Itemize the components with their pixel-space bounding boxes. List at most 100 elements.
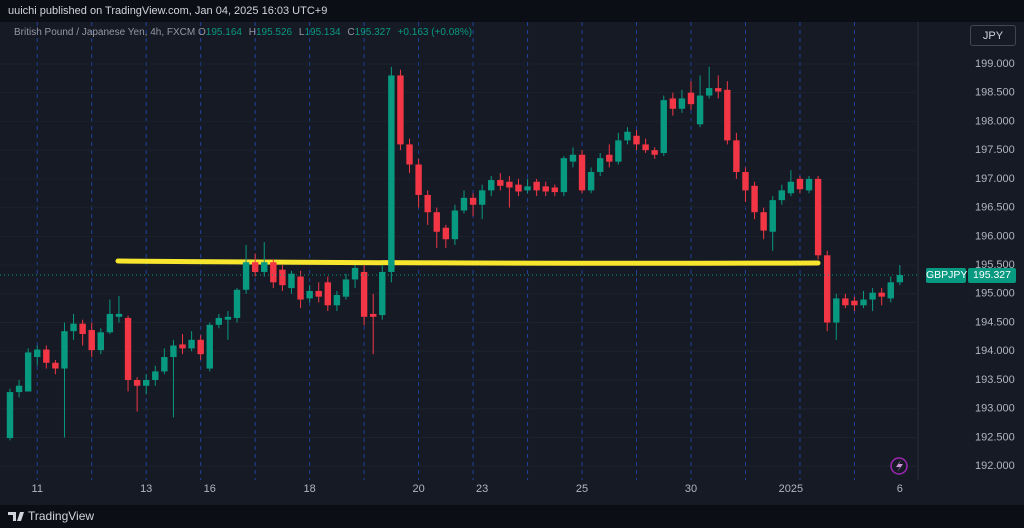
h-label: H xyxy=(248,27,256,38)
candle-body xyxy=(97,332,104,351)
candle-body xyxy=(878,292,885,297)
candle-body xyxy=(669,98,677,109)
c-value: 195.327 xyxy=(354,27,391,38)
candle-body xyxy=(143,380,150,386)
x-tick-label: 11 xyxy=(32,483,43,495)
candle-body xyxy=(724,89,731,141)
candle-body xyxy=(206,324,213,369)
candle-body xyxy=(315,290,322,297)
x-tick-label: 20 xyxy=(412,483,424,495)
candle-body xyxy=(170,345,177,358)
candle-body xyxy=(678,98,686,109)
candle-body xyxy=(796,178,804,190)
x-tick-label: 2025 xyxy=(779,483,803,495)
candle-body xyxy=(34,349,41,358)
candle-body xyxy=(887,282,894,299)
candle-body xyxy=(333,294,341,306)
candle-body xyxy=(787,181,795,194)
l-value: 195.134 xyxy=(304,27,341,38)
candle-body xyxy=(624,131,631,141)
o-value: 195.164 xyxy=(205,27,242,38)
candle-body xyxy=(261,262,268,272)
candle-body xyxy=(215,317,223,325)
alert-icon[interactable] xyxy=(890,457,908,475)
candle-body xyxy=(696,95,704,125)
y-tick-label: 197.500 xyxy=(975,144,1015,156)
candle-body xyxy=(687,92,695,105)
y-tick-label: 193.500 xyxy=(975,374,1015,386)
y-tick-label: 194.000 xyxy=(975,345,1015,357)
x-tick-label: 23 xyxy=(476,483,488,495)
y-tick-label: 192.000 xyxy=(975,460,1015,472)
header-bar: uuichi published on TradingView.com, Jan… xyxy=(0,0,1024,22)
candle-body xyxy=(415,164,422,195)
candle-body xyxy=(388,75,395,272)
candle-body xyxy=(615,140,622,162)
y-tick-label: 194.500 xyxy=(975,316,1015,328)
candle-body xyxy=(515,184,522,192)
candle-body xyxy=(433,212,440,232)
logo xyxy=(8,512,24,521)
y-tick-label: 199.000 xyxy=(975,58,1015,70)
h-value: 195.526 xyxy=(255,27,293,38)
candle-body xyxy=(161,357,168,372)
y-tick-label: 195.000 xyxy=(975,288,1015,300)
candle-body xyxy=(52,362,59,369)
candle-body xyxy=(533,181,540,191)
candle-body xyxy=(451,210,459,240)
x-tick-label: 6 xyxy=(897,483,903,495)
candle-body xyxy=(633,135,640,145)
candle-body xyxy=(651,150,658,155)
candle-body xyxy=(70,323,77,332)
candle-body xyxy=(288,273,295,289)
candle-body xyxy=(760,212,767,231)
candle-body xyxy=(179,344,186,349)
candle-body xyxy=(442,227,450,240)
y-tick-label: 198.500 xyxy=(975,87,1015,99)
candle-body xyxy=(61,331,68,369)
candle-body xyxy=(660,100,667,154)
candle-body xyxy=(460,197,468,211)
candle-body xyxy=(705,88,713,96)
candle-body xyxy=(842,298,849,306)
y-tick-label: 197.000 xyxy=(975,173,1015,185)
x-tick-label: 18 xyxy=(304,483,316,495)
candle-body xyxy=(506,181,513,188)
candle-body xyxy=(805,178,813,191)
legend: British Pound / Japanese Yen, 4h, FXCM O… xyxy=(14,27,476,38)
candle-body xyxy=(251,262,259,272)
price-tag: 195.327 xyxy=(968,267,1016,283)
candle-body xyxy=(115,313,123,317)
candle-body xyxy=(896,275,904,283)
alert-bolt xyxy=(896,460,903,472)
candle-body xyxy=(270,262,277,283)
candle-body xyxy=(124,317,132,381)
candle-body xyxy=(306,290,313,299)
x-tick-label: 30 xyxy=(685,483,697,495)
candle-body xyxy=(860,299,867,306)
candle-body xyxy=(751,185,758,213)
candle-body xyxy=(297,276,304,300)
candle-body xyxy=(406,144,413,165)
candle-body xyxy=(197,339,204,355)
candle-body xyxy=(814,178,822,256)
candle-body xyxy=(769,200,776,232)
candle-body xyxy=(15,385,23,393)
x-tick-label: 13 xyxy=(140,483,152,495)
y-tick-label: 192.500 xyxy=(975,431,1015,443)
candle-body xyxy=(397,75,404,145)
candle-body xyxy=(478,190,486,205)
drawn-horizontal-line xyxy=(115,258,821,266)
candle-body xyxy=(851,300,858,306)
candle-body xyxy=(587,171,595,191)
candle-body xyxy=(279,269,286,286)
currency-button[interactable]: JPY xyxy=(970,25,1016,46)
footer: TradingView xyxy=(0,505,1024,528)
candle-body xyxy=(488,180,495,191)
candle-body xyxy=(224,316,232,320)
candle-body xyxy=(106,313,114,333)
candle-body xyxy=(324,282,331,306)
candle-body xyxy=(524,186,531,191)
candle-body xyxy=(733,140,740,172)
candle-body xyxy=(606,154,613,162)
